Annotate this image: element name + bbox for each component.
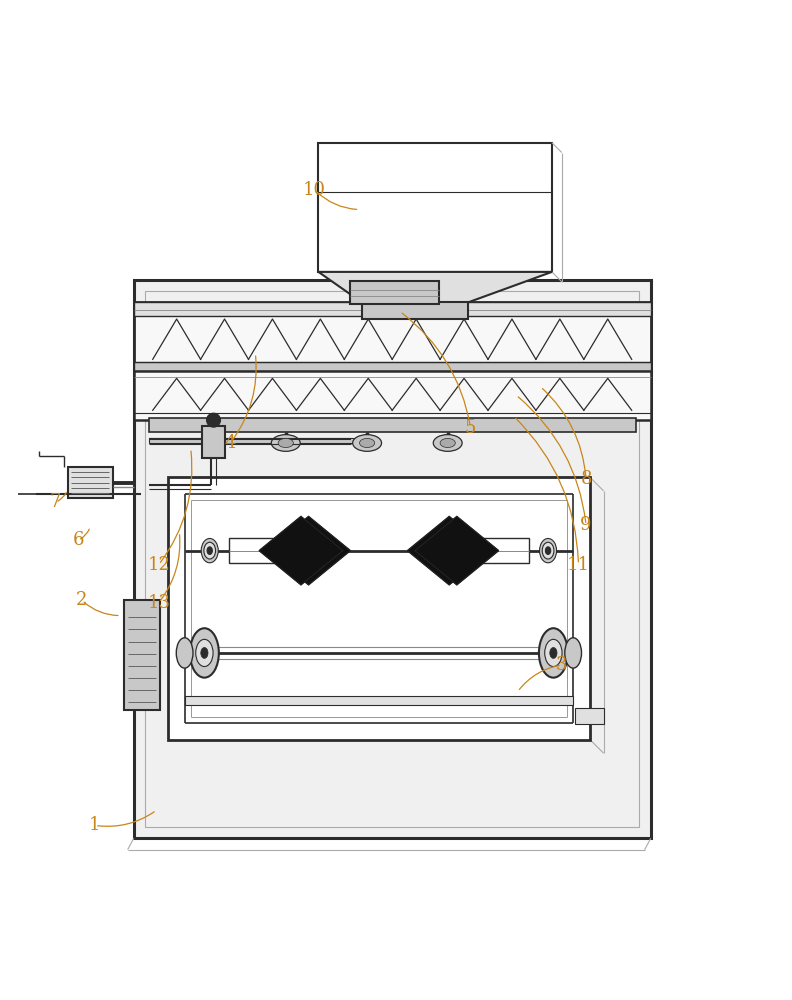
Ellipse shape — [196, 639, 213, 667]
Ellipse shape — [565, 638, 581, 668]
Ellipse shape — [543, 542, 554, 559]
Text: 6: 6 — [72, 531, 84, 549]
Bar — [67, 467, 113, 498]
Ellipse shape — [440, 438, 455, 448]
Text: 1: 1 — [89, 816, 101, 834]
Bar — [149, 418, 635, 432]
Ellipse shape — [204, 542, 215, 559]
Bar — [575, 708, 604, 724]
Text: 5: 5 — [465, 419, 476, 437]
Bar — [134, 371, 651, 420]
Bar — [134, 280, 651, 838]
Bar — [202, 426, 225, 458]
Bar — [134, 302, 651, 316]
Polygon shape — [415, 516, 499, 585]
Text: 9: 9 — [581, 516, 592, 534]
Ellipse shape — [360, 438, 375, 448]
Ellipse shape — [539, 538, 557, 563]
Bar — [229, 538, 278, 563]
Bar — [350, 281, 440, 304]
Ellipse shape — [539, 628, 568, 678]
Bar — [149, 438, 366, 443]
Ellipse shape — [550, 648, 557, 658]
Ellipse shape — [272, 435, 300, 451]
Text: 8: 8 — [581, 470, 592, 488]
Bar — [362, 302, 468, 319]
Bar — [318, 143, 552, 272]
Ellipse shape — [207, 413, 220, 427]
Ellipse shape — [201, 538, 219, 563]
Text: 3: 3 — [556, 656, 568, 674]
Bar — [124, 600, 160, 710]
Polygon shape — [407, 516, 491, 585]
Text: 12: 12 — [147, 556, 170, 574]
Text: 2: 2 — [76, 591, 88, 609]
Bar — [185, 696, 573, 705]
Text: 7: 7 — [50, 493, 61, 511]
Text: 4: 4 — [225, 434, 236, 452]
Ellipse shape — [190, 628, 219, 678]
Ellipse shape — [201, 648, 208, 658]
Text: 13: 13 — [147, 594, 170, 612]
Ellipse shape — [207, 547, 212, 554]
Bar — [168, 477, 590, 740]
Polygon shape — [267, 516, 350, 585]
Ellipse shape — [433, 435, 463, 451]
Bar — [168, 477, 590, 740]
Ellipse shape — [352, 435, 382, 451]
Ellipse shape — [546, 547, 550, 554]
Text: 11: 11 — [567, 556, 590, 574]
Text: 10: 10 — [303, 181, 326, 199]
Bar — [480, 538, 529, 563]
Polygon shape — [259, 516, 343, 585]
Bar — [145, 291, 639, 827]
Polygon shape — [318, 272, 552, 302]
Ellipse shape — [177, 638, 193, 668]
Ellipse shape — [278, 438, 293, 448]
Bar — [134, 362, 651, 371]
Ellipse shape — [545, 639, 562, 667]
Bar — [134, 302, 651, 371]
